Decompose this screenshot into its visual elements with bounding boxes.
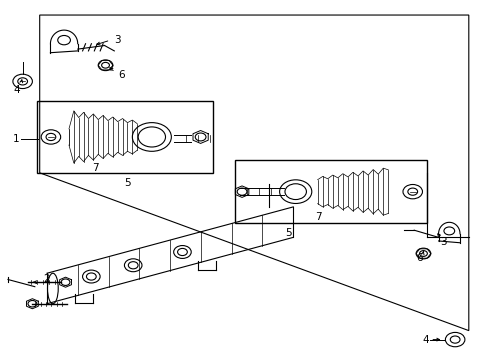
Text: 5: 5 xyxy=(124,178,130,188)
Text: 2: 2 xyxy=(43,274,50,284)
Text: 3: 3 xyxy=(439,237,446,247)
Bar xyxy=(37,101,212,173)
Bar xyxy=(234,160,427,223)
Text: 1: 1 xyxy=(13,134,20,144)
Text: 3: 3 xyxy=(114,35,121,45)
Text: 6: 6 xyxy=(118,70,124,80)
Text: 5: 5 xyxy=(285,228,291,238)
Text: 4: 4 xyxy=(422,334,428,345)
Text: 7: 7 xyxy=(92,163,99,173)
Text: 6: 6 xyxy=(415,253,422,263)
Text: 7: 7 xyxy=(315,212,321,221)
Text: 4: 4 xyxy=(13,85,20,95)
